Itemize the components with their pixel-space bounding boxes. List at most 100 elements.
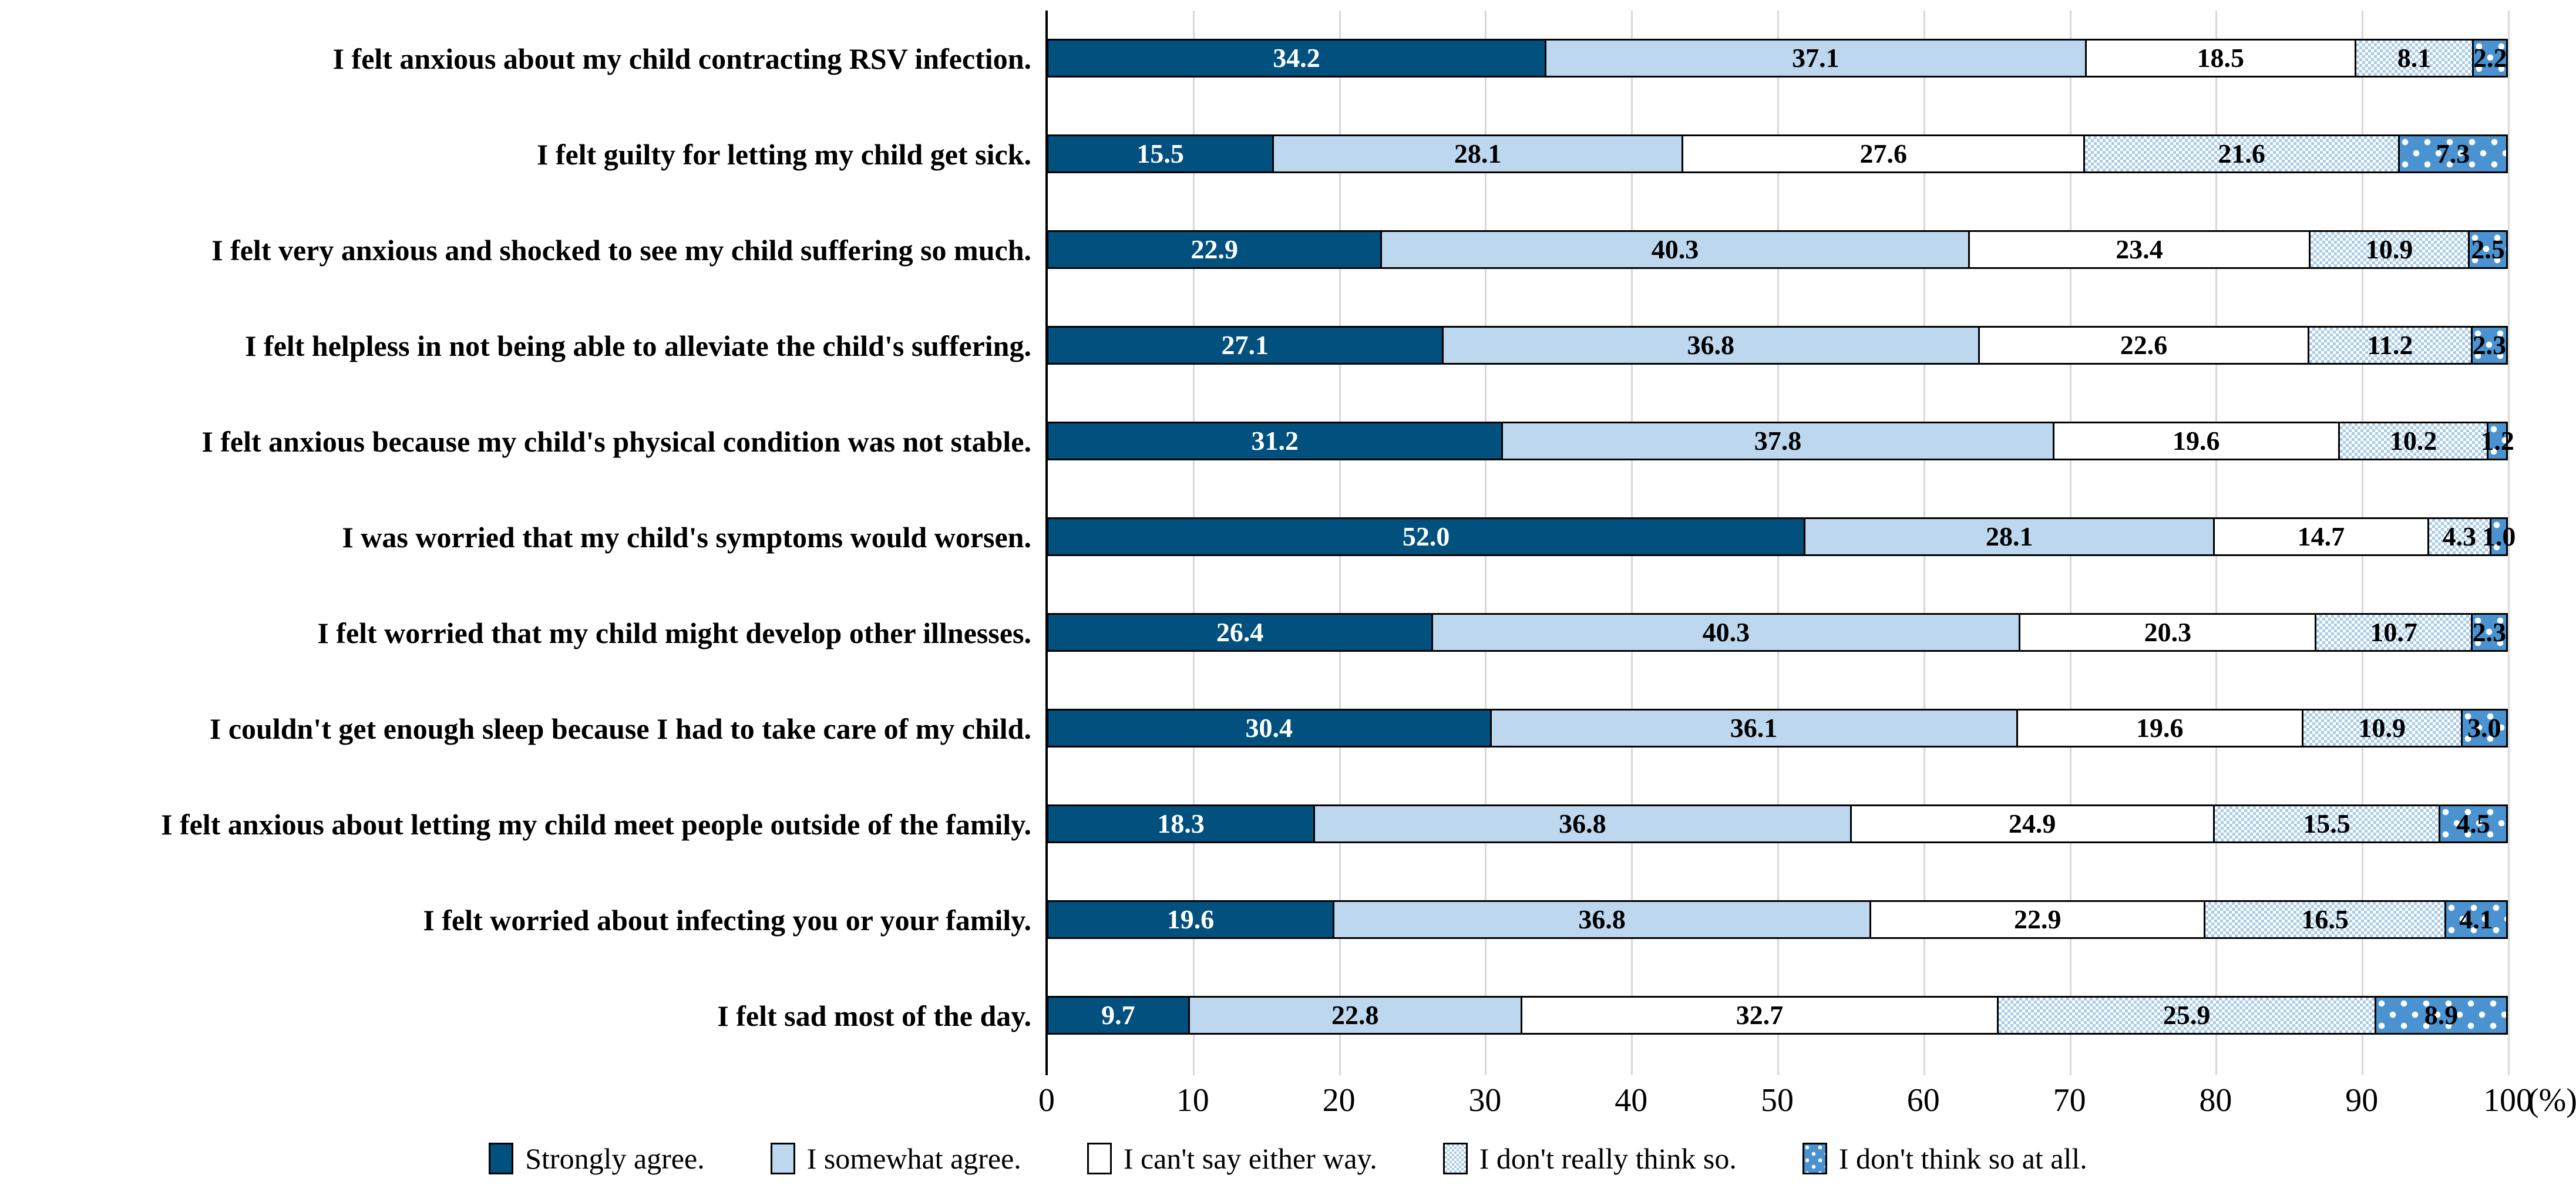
bar-segment: 28.1: [1805, 519, 2215, 554]
legend-swatch-icon: [1087, 1143, 1112, 1174]
value-label: 14.7: [2297, 521, 2345, 551]
bar-row: 9.7 22.8 32.7 25.9 8.9: [1047, 968, 2508, 1063]
legend-item: Strongly agree.: [489, 1142, 705, 1175]
legend-swatch-icon: [1442, 1143, 1468, 1174]
bar-segment: 11.2: [2309, 328, 2473, 363]
legend-item: I can't say either way.: [1087, 1143, 1377, 1174]
bar-row: 22.9 40.3 23.4 10.9 2.5: [1047, 202, 2508, 298]
value-label: 15.5: [1136, 139, 1184, 169]
bar-segment: 19.6: [1048, 902, 1334, 937]
value-label: 3.0: [2467, 713, 2501, 743]
value-label: 32.7: [1736, 1000, 1784, 1030]
bar-segment: 19.6: [2054, 423, 2340, 459]
value-label: 52.0: [1402, 521, 1450, 551]
bar-segment: 14.7: [2215, 519, 2429, 554]
value-label: 15.5: [2303, 809, 2350, 839]
stacked-bar: 34.2 37.1 18.5 8.1 2.2: [1047, 39, 2508, 78]
legend-label: Strongly agree.: [525, 1142, 705, 1175]
value-label: 4.1: [2459, 904, 2493, 934]
bar-segment: 4.3: [2429, 519, 2492, 554]
value-label: 4.3: [2442, 521, 2477, 551]
bar-segment: 19.6: [2017, 711, 2303, 746]
axis-tick-label: 20: [1322, 1082, 1356, 1119]
category-label: I felt sad most of the day.: [717, 999, 1031, 1032]
bar-segment: 7.3: [2399, 136, 2506, 171]
stacked-bar: 15.5 28.1 27.6 21.6 7.3: [1047, 134, 2508, 173]
value-label: 18.3: [1157, 809, 1205, 839]
bar-segment: 28.1: [1274, 136, 1684, 171]
axis-tick-label: 0: [1038, 1082, 1055, 1119]
category-label: I was worried that my child's symptoms w…: [342, 520, 1031, 554]
bar-segment: 32.7: [1522, 998, 1999, 1033]
bar-row: 52.0 28.1 14.7 4.3 1.0: [1047, 489, 2516, 585]
bar-segment: 26.4: [1048, 615, 1434, 650]
bar-row: 18.3 36.8 24.9 15.5 4.5: [1047, 776, 2508, 872]
value-label: 2.3: [2472, 330, 2507, 360]
axis-tick-label: 50: [1761, 1082, 1794, 1119]
stacked-bar: 18.3 36.8 24.9 15.5 4.5: [1047, 804, 2508, 843]
value-label: 8.9: [2424, 1000, 2459, 1030]
bar-segment: 2.3: [2473, 328, 2506, 363]
value-label: 1.2: [2480, 426, 2514, 456]
stacked-bar: 52.0 28.1 14.7 4.3 1.0: [1047, 517, 2516, 556]
value-label: 22.8: [1331, 1000, 1379, 1030]
legend-swatch-icon: [489, 1143, 514, 1174]
axis-unit-label: (%): [2528, 1082, 2576, 1119]
gridline: [2508, 11, 2510, 1075]
stacked-bar: 9.7 22.8 32.7 25.9 8.9: [1047, 996, 2508, 1035]
value-label: 19.6: [2136, 713, 2184, 743]
stacked-bar: 22.9 40.3 23.4 10.9 2.5: [1047, 230, 2508, 269]
legend-label: I can't say either way.: [1123, 1142, 1377, 1175]
bar-segment: 22.9: [1048, 232, 1383, 267]
value-label: 27.1: [1221, 330, 1269, 360]
value-label: 27.6: [1859, 139, 1907, 169]
value-label: 36.8: [1559, 809, 1606, 839]
value-label: 9.7: [1101, 1000, 1135, 1030]
bar-segment: 36.1: [1491, 711, 2018, 746]
axis-tick-label: 70: [2053, 1082, 2086, 1119]
bar-segment: 52.0: [1048, 519, 1806, 554]
value-label: 10.7: [2370, 617, 2417, 647]
category-label: I felt anxious about letting my child me…: [161, 807, 1031, 841]
value-label: 16.5: [2301, 904, 2349, 934]
value-label: 7.3: [2436, 139, 2470, 169]
category-label: I felt anxious because my child's physic…: [201, 425, 1031, 458]
bar-segment: 22.8: [1189, 998, 1522, 1033]
value-label: 22.9: [1191, 234, 1238, 264]
value-label: 28.1: [1454, 139, 1502, 169]
category-label: I felt helpless in not being able to all…: [245, 329, 1031, 362]
x-axis-ticks: 0 10 20 30 40 50 60 70 80 90 100 (%): [1038, 1082, 2576, 1131]
value-label: 4.5: [2456, 809, 2490, 839]
value-label: 25.9: [2163, 1000, 2211, 1030]
category-label-column: I felt anxious about my child contractin…: [0, 11, 1031, 1063]
bar-segment: 36.8: [1443, 328, 1980, 363]
bar-segment: 22.6: [1979, 328, 2309, 363]
bar-segment: 8.9: [2376, 998, 2506, 1033]
value-label: 10.2: [2389, 426, 2437, 456]
bar-segment: 2.3: [2473, 615, 2506, 650]
bar-segment: 34.2: [1048, 41, 1546, 76]
bar-segment: 22.9: [1871, 902, 2206, 937]
value-label: 40.3: [1651, 234, 1699, 264]
bar-segment: 27.1: [1048, 328, 1444, 363]
bar-row: 26.4 40.3 20.3 10.7 2.3: [1047, 585, 2508, 681]
value-label: 22.9: [2013, 904, 2062, 934]
bar-segment: 27.6: [1683, 136, 2086, 171]
value-label: 23.4: [2116, 234, 2163, 264]
value-label: 18.5: [2197, 43, 2244, 73]
bar-segment: 18.5: [2086, 41, 2356, 76]
legend-label: I don't think so at all.: [1838, 1142, 2087, 1175]
bar-segment: 20.3: [2020, 615, 2317, 650]
stacked-bar: 31.2 37.8 19.6 10.2 1.2: [1047, 422, 2514, 460]
value-label: 36.1: [1730, 713, 1778, 743]
legend-label: I don't really think so.: [1479, 1142, 1737, 1175]
value-label: 37.8: [1754, 426, 1802, 456]
value-label: 37.1: [1792, 43, 1839, 73]
legend-item: I don't really think so.: [1442, 1142, 1737, 1175]
value-label: 36.8: [1687, 330, 1735, 360]
value-label: 2.2: [2473, 43, 2507, 73]
value-label: 28.1: [1985, 521, 2033, 551]
axis-tick-label: 40: [1615, 1082, 1648, 1119]
bar-row: 34.2 37.1 18.5 8.1 2.2: [1047, 11, 2508, 106]
category-label: I felt worried that my child might devel…: [317, 616, 1031, 649]
